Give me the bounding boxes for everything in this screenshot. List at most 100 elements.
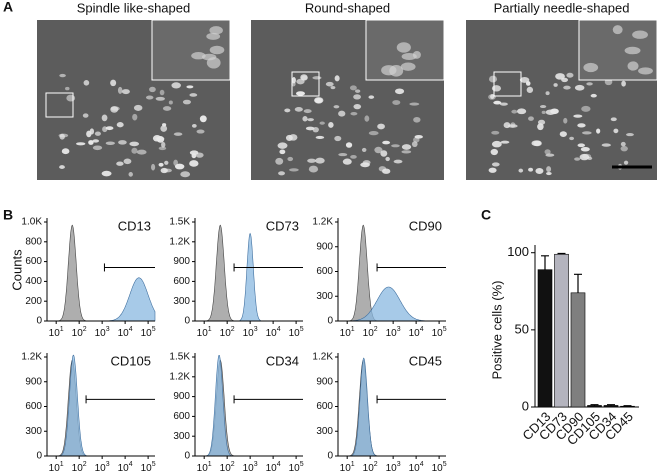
- cell: [330, 85, 336, 90]
- tick-base: 10: [95, 463, 107, 474]
- cell: [191, 123, 197, 128]
- cell: [338, 110, 346, 117]
- cell: [545, 109, 556, 115]
- x-tick-label: 101: [49, 326, 64, 339]
- cell: [209, 45, 225, 55]
- cell: [490, 94, 495, 99]
- y-tick-label: 1.2K: [169, 236, 190, 247]
- cell: [155, 96, 165, 101]
- x-tick-label: 103: [386, 461, 401, 474]
- cell: [574, 84, 585, 91]
- cell: [110, 106, 119, 113]
- x-tick-label: 104: [409, 326, 424, 339]
- cell: [325, 81, 334, 87]
- cell: [161, 141, 166, 148]
- cell: [613, 128, 619, 134]
- y-tick-label: 400: [25, 276, 42, 287]
- tick-exponent: 4: [277, 461, 281, 468]
- x-tick-label: 101: [197, 326, 212, 339]
- cell: [541, 110, 546, 115]
- cell: [489, 75, 498, 83]
- cell: [632, 30, 648, 39]
- tick-exponent: 2: [83, 461, 87, 468]
- image-title: Partially needle-shaped: [494, 0, 630, 15]
- cell: [149, 86, 156, 93]
- y-tick-label: 1.2K: [312, 217, 333, 228]
- tick-base: 10: [49, 328, 61, 339]
- cell: [342, 158, 352, 165]
- tick-exponent: 2: [374, 326, 378, 333]
- cell: [545, 91, 550, 96]
- y-tick-label: 1.2K: [169, 371, 190, 382]
- cell: [579, 153, 590, 161]
- y-tick-label: 1.5K: [169, 352, 190, 363]
- cell: [569, 136, 575, 141]
- cell: [59, 165, 65, 169]
- cell: [82, 113, 89, 118]
- cell: [364, 115, 370, 122]
- tick-exponent: 3: [397, 326, 401, 333]
- x-tick-label: 101: [340, 326, 355, 339]
- cell: [294, 107, 303, 112]
- tick-exponent: 3: [397, 461, 401, 468]
- cell: [334, 75, 340, 82]
- cell: [302, 116, 308, 122]
- tick-base: 10: [141, 328, 153, 339]
- cell: [590, 93, 597, 98]
- bar: [587, 405, 602, 408]
- tick-exponent: 5: [300, 326, 304, 333]
- cell: [206, 57, 221, 69]
- cell: [377, 123, 385, 130]
- cell: [526, 86, 534, 93]
- x-tick-label: 104: [118, 461, 133, 474]
- cell: [581, 105, 591, 112]
- y-tick-label: 900: [25, 376, 42, 387]
- cell: [303, 109, 312, 114]
- tick-base: 10: [432, 328, 444, 339]
- cell: [76, 142, 86, 146]
- cell: [94, 131, 101, 136]
- histogram-marker: [195, 232, 303, 322]
- cell: [307, 118, 314, 122]
- y-tick-label: 0: [36, 316, 42, 327]
- cell: [525, 81, 531, 86]
- x-tick-label: 103: [386, 326, 401, 339]
- cell: [158, 146, 167, 151]
- marker-label: CD73: [266, 218, 299, 233]
- cell: [516, 108, 527, 115]
- cell: [195, 152, 204, 158]
- tick-exponent: 5: [300, 461, 304, 468]
- x-tick-label: 102: [72, 461, 87, 474]
- cell: [537, 123, 544, 131]
- cell: [519, 76, 530, 83]
- cell: [168, 100, 173, 105]
- y-tick-label: 900: [173, 256, 190, 267]
- cell: [131, 147, 138, 154]
- tick-exponent: 2: [83, 326, 87, 333]
- tick-exponent: 1: [60, 326, 64, 333]
- marker-label: CD90: [409, 218, 442, 233]
- cell: [610, 117, 617, 122]
- cell: [180, 171, 191, 178]
- cell: [136, 149, 147, 155]
- cell: [164, 160, 169, 165]
- cell: [553, 83, 558, 87]
- histogram-marker: [338, 357, 446, 457]
- y-tick-label: 300: [316, 291, 333, 302]
- cell: [624, 46, 641, 55]
- x-tick-label: 101: [197, 461, 212, 474]
- error-bar: [541, 255, 549, 270]
- cell: [105, 141, 115, 146]
- cell: [199, 115, 207, 123]
- cell: [101, 170, 112, 177]
- cell: [160, 167, 168, 174]
- cell: [117, 86, 123, 94]
- cell: [582, 131, 592, 135]
- tick-exponent: 4: [277, 326, 281, 333]
- y-tick-label: 600: [316, 401, 333, 412]
- cell: [308, 165, 319, 173]
- cell: [511, 109, 518, 114]
- x-tick-label: 103: [243, 326, 258, 339]
- cell: [121, 89, 130, 95]
- x-tick-label: 105: [141, 326, 156, 339]
